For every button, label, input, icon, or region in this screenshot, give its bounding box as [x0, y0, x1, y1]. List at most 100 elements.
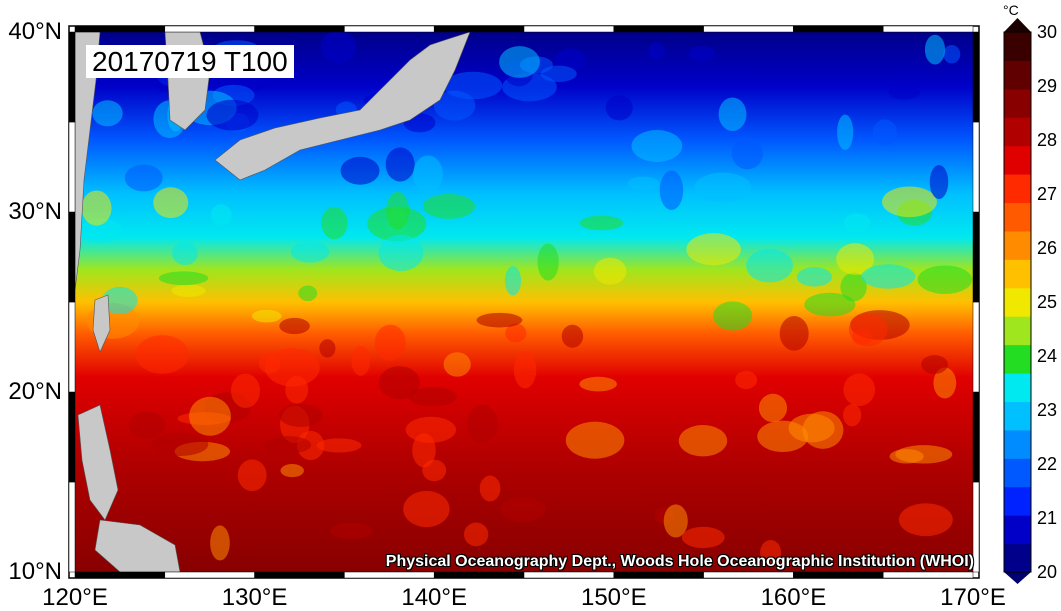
field-patch	[151, 432, 209, 456]
field-patch	[172, 242, 198, 265]
frame-segment	[703, 25, 794, 33]
frame-ticks	[68, 25, 980, 579]
colorbar-tick-label: 21	[1037, 508, 1058, 528]
field-patch	[316, 438, 362, 453]
colorbar-swatch	[1004, 458, 1031, 488]
colorbar-swatch	[1004, 344, 1031, 374]
field-patch	[210, 525, 230, 561]
field-patch	[678, 425, 728, 457]
field-patch	[565, 421, 625, 459]
field-patch	[686, 233, 741, 266]
field-patch	[842, 403, 862, 427]
frame-segment	[793, 571, 884, 579]
colorbar-tick-label: 25	[1037, 292, 1058, 312]
field-patch	[579, 376, 617, 392]
field-patch	[933, 367, 957, 399]
frame-segment	[254, 571, 345, 579]
field-patch	[128, 411, 166, 439]
colorbar-swatch	[1004, 373, 1031, 402]
colorbar-unit: °C	[1003, 2, 1019, 18]
field-patch	[171, 284, 206, 297]
field-patch	[422, 193, 475, 219]
colorbar-tick-label: 23	[1037, 400, 1058, 420]
field-patch	[280, 464, 304, 478]
field-patch	[688, 46, 716, 62]
field-patch	[796, 267, 833, 287]
frame-segment	[74, 25, 166, 33]
frame-segment	[972, 211, 980, 303]
field-patch	[505, 323, 527, 343]
field-patch	[259, 352, 281, 374]
field-patch	[840, 272, 867, 302]
lon-label: 160°E	[760, 584, 827, 611]
field-patch	[848, 312, 888, 347]
field-patch	[230, 373, 261, 408]
colorbar-tick-label: 26	[1037, 238, 1058, 258]
lat-label: 20°N	[8, 378, 62, 405]
colorbar-swatch	[1004, 401, 1031, 431]
field-patch	[92, 100, 123, 127]
field-patch	[251, 309, 282, 323]
lon-label: 120°E	[42, 584, 108, 611]
field-patch	[499, 46, 540, 78]
frame-segment	[793, 25, 884, 33]
colorbar-swatch	[1004, 174, 1031, 204]
field-patch	[735, 370, 758, 390]
field-patch	[694, 172, 752, 203]
field-patch	[593, 257, 627, 285]
field-patch	[895, 445, 953, 464]
field-patch	[555, 48, 586, 71]
field-patch	[264, 436, 312, 454]
credit-text: Physical Oceanography Dept., Woods Hole …	[385, 553, 974, 570]
colorbar-tick-label: 20	[1037, 562, 1058, 582]
colorbar-swatch	[1004, 259, 1031, 289]
luzon	[77, 404, 119, 521]
field-patch	[102, 286, 138, 315]
lat-label: 10°N	[8, 558, 62, 585]
field-patch	[537, 243, 559, 281]
field-patch	[124, 164, 163, 192]
field-patch	[279, 317, 310, 335]
field-patch	[924, 34, 946, 65]
colorbar-swatch	[1004, 60, 1031, 90]
field-patch	[412, 433, 436, 468]
field-patch	[843, 213, 871, 233]
lon-label: 130°E	[221, 584, 288, 611]
field-patch	[340, 156, 380, 185]
field-patch	[153, 187, 189, 219]
colorbar-tick-label: 24	[1037, 346, 1058, 366]
china-coast	[74, 31, 101, 291]
colorbar-min-arrow	[1004, 572, 1031, 584]
colorbar-swatch	[1004, 230, 1031, 260]
frame-segment	[972, 121, 980, 213]
colorbar-swatch	[1004, 515, 1031, 545]
field-patch	[943, 45, 961, 64]
field-patch	[319, 339, 336, 358]
colorbar-swatch	[1004, 486, 1031, 516]
frame-segment	[68, 31, 76, 123]
field-patch	[872, 119, 898, 146]
field-patch	[320, 30, 357, 64]
colorbar-tick-label: 22	[1037, 454, 1058, 474]
field-patch	[210, 204, 232, 226]
field-patch	[504, 266, 522, 296]
field-patch	[330, 522, 373, 539]
field-patch	[917, 265, 973, 294]
frame-segment	[164, 571, 255, 579]
field-patch	[540, 65, 577, 83]
frame-segment	[523, 25, 615, 33]
frame-segment	[613, 571, 704, 579]
frame-segment	[972, 391, 980, 483]
field-patch	[290, 241, 330, 263]
field-patch	[158, 271, 209, 286]
field-patch	[374, 324, 406, 361]
field-patch	[713, 301, 753, 331]
colorbar-swatch	[1004, 543, 1031, 573]
field-patch	[279, 403, 323, 427]
field-patch	[929, 164, 949, 199]
field-patch	[479, 475, 501, 502]
colorbar-swatch	[1004, 202, 1031, 232]
field-patch	[579, 215, 624, 231]
frame-segment	[613, 25, 704, 33]
